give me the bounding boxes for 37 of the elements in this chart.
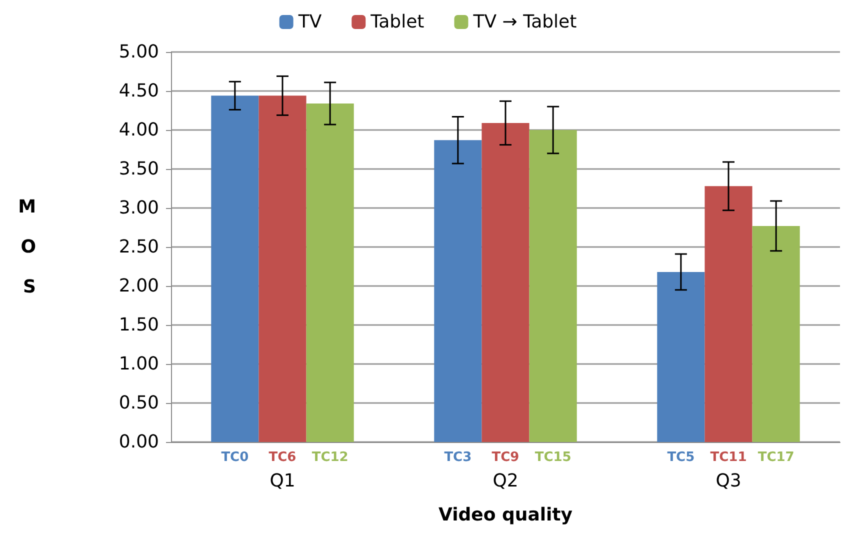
bar [258, 96, 306, 442]
y-tick-label: 1.00 [118, 354, 159, 374]
bar [434, 140, 482, 442]
data-label: TC0 [221, 450, 249, 465]
bar [529, 130, 577, 442]
bar [306, 103, 354, 442]
legend-label: TV [297, 12, 322, 32]
data-label: TC12 [312, 450, 348, 465]
data-label: TC9 [492, 450, 520, 465]
bar [704, 186, 752, 442]
bar [482, 122, 530, 442]
y-axis-title: MOS [18, 196, 36, 298]
legend-label: TV → Tablet [472, 12, 577, 32]
x-tick-label: Q3 [716, 470, 742, 492]
legend-label: Tablet [370, 12, 424, 32]
data-label: TC6 [268, 450, 296, 465]
y-tick-label: 1.50 [118, 314, 159, 336]
y-tick-label: 4.00 [118, 120, 159, 140]
data-label: TC15 [534, 450, 572, 465]
y-tick-label: 0.00 [118, 432, 159, 452]
y-tick-label: 3.50 [118, 158, 159, 180]
data-label: TC5 [667, 450, 695, 465]
x-axis-title: Video quality [438, 504, 573, 526]
y-tick-label: 3.00 [118, 198, 159, 218]
bar [211, 96, 259, 442]
bar [657, 272, 705, 442]
y-tick-label: 5.00 [118, 42, 159, 62]
x-tick-label: Q2 [492, 470, 518, 492]
y-tick-label: 4.50 [118, 80, 159, 102]
y-tick-label: 2.50 [118, 236, 159, 258]
data-label: TC3 [444, 450, 472, 465]
data-label: TC17 [758, 450, 794, 465]
bar [752, 226, 800, 442]
y-tick-label: 0.50 [118, 392, 159, 414]
x-tick-label: Q1 [270, 470, 296, 492]
y-tick-label: 2.00 [118, 276, 159, 296]
data-label: TC11 [710, 450, 747, 465]
